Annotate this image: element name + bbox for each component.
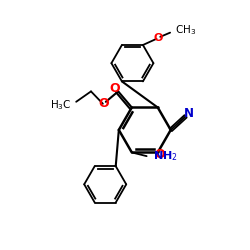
Text: H$_3$C: H$_3$C bbox=[50, 98, 72, 112]
Text: CH$_3$: CH$_3$ bbox=[174, 23, 196, 36]
Text: O: O bbox=[98, 97, 109, 110]
Text: O: O bbox=[154, 32, 163, 42]
Text: N: N bbox=[184, 107, 194, 120]
Text: O: O bbox=[110, 82, 120, 95]
Text: NH$_2$: NH$_2$ bbox=[153, 149, 178, 163]
Text: O: O bbox=[154, 148, 165, 161]
